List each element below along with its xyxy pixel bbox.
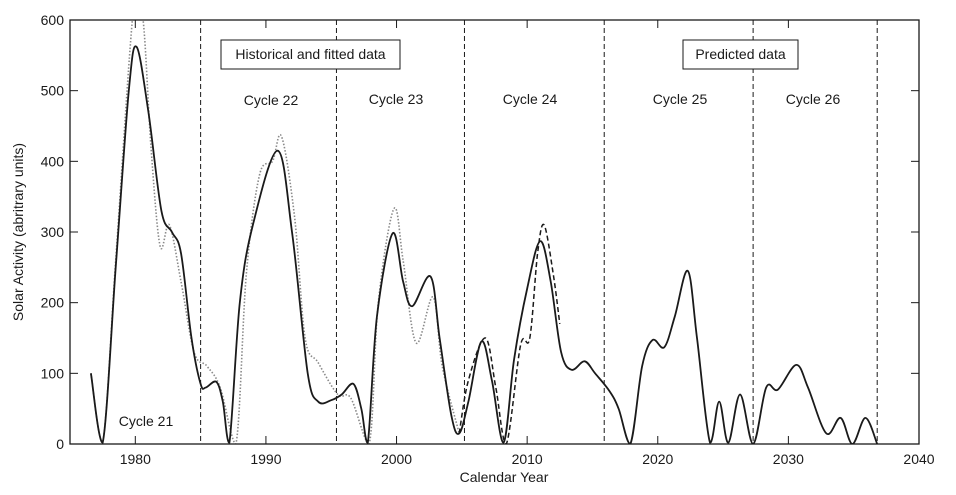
series-group	[90, 20, 879, 444]
y-axis-label: Solar Activity (abritrary units)	[10, 143, 26, 321]
x-tick-label: 2040	[903, 451, 934, 467]
predicted-box-label: Predicted data	[695, 46, 785, 62]
historical-box-label: Historical and fitted data	[235, 46, 385, 62]
cycle-21-label: Cycle 21	[119, 413, 174, 429]
cycle-24-label: Cycle 24	[503, 91, 558, 107]
x-axis-label: Calendar Year	[460, 469, 549, 485]
cycle-25-label: Cycle 25	[653, 91, 708, 107]
x-tick-label: 1980	[120, 451, 151, 467]
x-tick-label: 2020	[642, 451, 673, 467]
cycle-26-label: Cycle 26	[786, 91, 841, 107]
y-tick-label: 300	[41, 224, 65, 240]
y-tick-label: 0	[56, 436, 64, 452]
y-tick-label: 500	[41, 83, 65, 99]
cycle-boundaries	[200, 20, 878, 444]
series-dashed-line	[458, 223, 561, 444]
series-solid-line	[90, 45, 879, 444]
y-tick-label: 100	[41, 365, 65, 381]
historical-box	[220, 39, 401, 70]
y-tick-label: 400	[41, 153, 65, 169]
cycle-23-label: Cycle 23	[369, 91, 424, 107]
y-tick-label: 600	[41, 12, 65, 28]
cycle-22-label: Cycle 22	[244, 92, 299, 108]
axis-ticks: 1980 1990 2000 2010 2020 2030 2040 0 100 200 300 40…	[41, 12, 935, 467]
x-tick-label: 2030	[773, 451, 804, 467]
x-tick-label: 2010	[512, 451, 543, 467]
series-dotted-line	[90, 20, 460, 444]
x-tick-label: 2000	[381, 451, 412, 467]
y-tick-label: 200	[41, 295, 65, 311]
x-tick-label: 1990	[250, 451, 281, 467]
predicted-box	[682, 39, 799, 70]
